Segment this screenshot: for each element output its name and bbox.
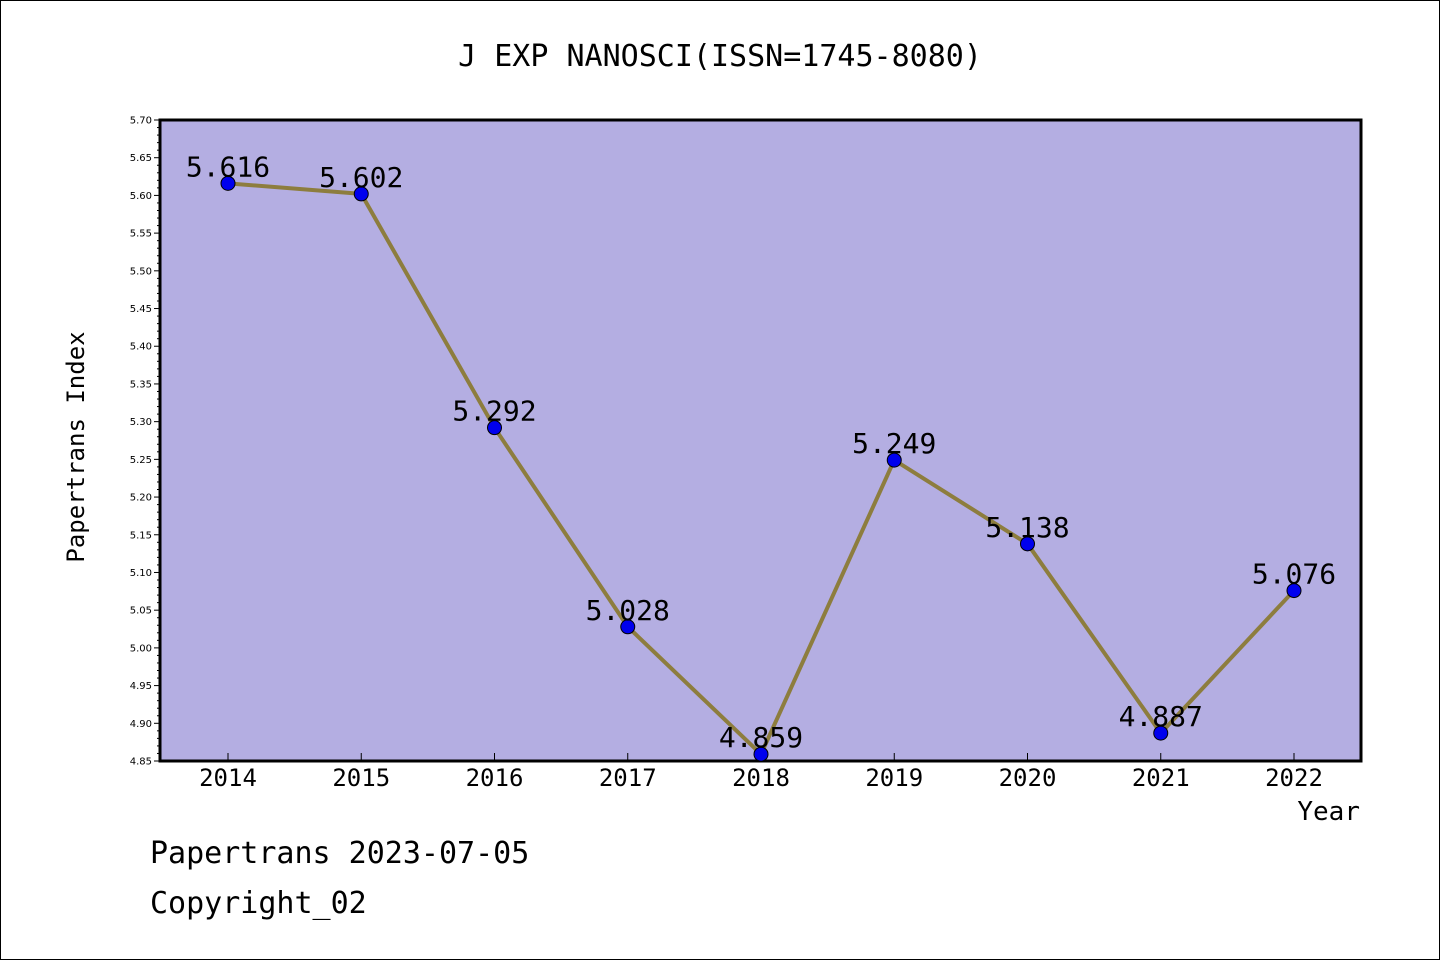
chart-title: J EXP NANOSCI(ISSN=1745-8080) bbox=[458, 39, 982, 74]
x-tick-label: 2022 bbox=[1265, 764, 1323, 792]
data-point bbox=[353, 186, 369, 202]
x-tick-label: 2016 bbox=[466, 764, 524, 792]
x-tick-label: 2018 bbox=[732, 764, 790, 792]
data-point bbox=[1286, 583, 1302, 599]
data-point bbox=[753, 746, 769, 762]
data-label: 5.249 bbox=[852, 427, 936, 460]
x-tick-label: 2021 bbox=[1132, 764, 1190, 792]
y-tick-label: 5.00 bbox=[130, 643, 152, 654]
data-point bbox=[886, 452, 902, 468]
data-label: 5.138 bbox=[985, 511, 1069, 544]
y-axis: 4.85 4.90 4.95 5.00 5.05 5.10 5.15 5.20 5.25 5.30… bbox=[130, 116, 160, 768]
y-tick-label: 4.85 bbox=[130, 757, 152, 768]
x-tick-label: 2015 bbox=[332, 764, 390, 792]
data-label: 5.616 bbox=[186, 150, 270, 183]
x-tick-label: 2014 bbox=[199, 764, 257, 792]
data-point bbox=[487, 420, 502, 436]
plot-area bbox=[158, 118, 1363, 763]
y-tick-label: 5.70 bbox=[130, 116, 152, 127]
y-tick-label: 5.05 bbox=[130, 606, 152, 617]
y-tick-label: 5.65 bbox=[130, 153, 152, 164]
y-tick-label: 5.20 bbox=[130, 493, 152, 504]
data-label: 4.859 bbox=[719, 721, 803, 754]
data-label: 5.602 bbox=[319, 161, 403, 194]
footer-date: Papertrans 2023-07-05 bbox=[150, 836, 530, 871]
y-tick-label: 4.95 bbox=[130, 681, 152, 692]
y-tick-label: 5.50 bbox=[130, 266, 152, 277]
y-tick-label: 5.25 bbox=[130, 455, 152, 466]
y-axis-label: Papertrans Index bbox=[62, 331, 90, 562]
data-label: 4.887 bbox=[1119, 700, 1203, 733]
data-label: 5.076 bbox=[1252, 558, 1336, 591]
x-tick-label: 2017 bbox=[599, 764, 657, 792]
data-point bbox=[220, 175, 236, 191]
x-tick-label: 2020 bbox=[999, 764, 1057, 792]
y-tick-label: 5.40 bbox=[130, 342, 152, 353]
y-tick-label: 5.10 bbox=[130, 568, 152, 579]
y-tick-label: 5.55 bbox=[130, 229, 152, 240]
data-label: 5.028 bbox=[586, 594, 670, 627]
y-tick-label: 4.90 bbox=[130, 719, 152, 730]
data-label: 5.292 bbox=[452, 395, 536, 428]
y-tick-label: 5.15 bbox=[130, 530, 152, 541]
x-tick-label: 2019 bbox=[865, 764, 923, 792]
series-group: 5.616 5.602 5.292 5.028 4.859 5.249 5.138 4.887… bbox=[186, 150, 1336, 762]
y-tick-label: 5.35 bbox=[130, 379, 152, 390]
data-point bbox=[1020, 536, 1035, 552]
x-axis: 2014 2015 2016 2017 2018 2019 2020 2021 2022 bbox=[199, 753, 1323, 792]
y-tick-label: 5.45 bbox=[130, 304, 152, 315]
x-axis-label: Year bbox=[1297, 797, 1360, 827]
footer-copyright: Copyright_02 bbox=[150, 886, 367, 921]
y-tick-label: 5.30 bbox=[130, 417, 152, 428]
data-point bbox=[1153, 725, 1169, 741]
data-point bbox=[620, 619, 636, 635]
y-tick-label: 5.60 bbox=[130, 191, 152, 202]
